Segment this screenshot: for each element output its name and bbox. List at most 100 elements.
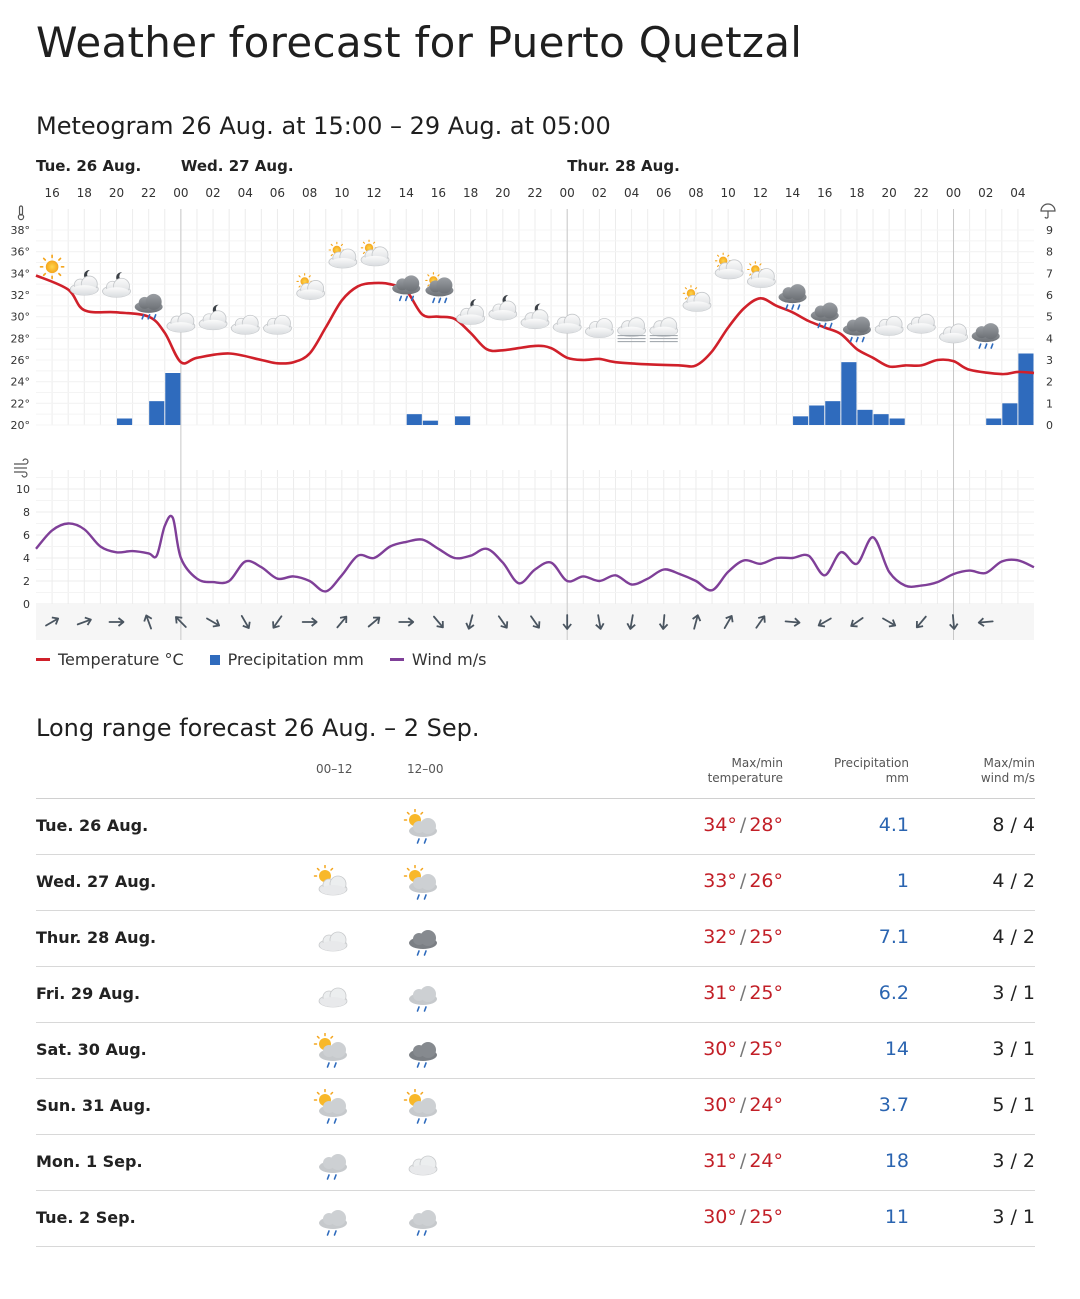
wind-direction-arrow [175,616,187,628]
min-temp: 24° [749,1150,783,1172]
hour-tick-label: 08 [688,186,703,200]
precip-tick-label: 6 [1046,289,1053,302]
table-row: Tue. 2 Sep. 30°/25° 11 3 / 1 [36,1191,1035,1247]
wind-tick-label: 4 [23,552,30,565]
row-precipitation: 6.2 [878,982,909,1004]
precipitation-bar [1018,353,1034,425]
dark-cloud-icon [778,284,807,304]
moon-cloud-icon [456,299,486,325]
sun-cloud-icon [746,261,776,288]
temp-tick-label: 20° [11,419,31,432]
row-day: Tue. 2 Sep. [36,1208,136,1227]
row-precipitation: 4.1 [878,814,909,836]
hour-tick-label: 08 [302,186,317,200]
wind-icon [14,458,29,478]
sun-rain-icon [402,1088,442,1125]
cloud-icon [360,246,390,267]
wind-direction-arrow [45,616,60,627]
min-temp: 25° [749,926,783,948]
precipitation-bar [841,362,857,425]
precipitation-bar [793,416,809,425]
precipitation-bar [986,418,1002,425]
min-temp: 25° [749,982,783,1004]
hour-tick-label: 22 [141,186,156,200]
row-wind: 3 / 1 [992,1038,1035,1060]
sun-rain-icon [312,1032,352,1069]
wind-tick-label: 8 [23,506,30,519]
day-label: Thur. 28 Aug. [567,157,680,175]
legend-precipitation: Precipitation mm [209,650,364,669]
temp-tick-label: 22° [11,397,31,410]
row-wind: 8 / 4 [992,814,1035,836]
long-range-table: 00–12 12–00 Max/min temperature Precipita… [36,752,1035,1247]
wind-tick-label: 2 [23,575,30,588]
hour-tick-label: 02 [205,186,220,200]
wind-direction-arrow [206,617,221,628]
hour-tick-label: 16 [431,186,446,200]
wind-direction-arrow [949,614,959,630]
rain-dark-icon [402,921,442,957]
precipitation-bar [455,416,471,425]
cloud-icon [456,304,486,325]
row-wind: 5 / 1 [992,1094,1035,1116]
precipitation-bar [873,414,889,425]
legend-wind: Wind m/s [389,650,486,669]
moon-cloud-icon [488,294,518,321]
precip-tick-label: 9 [1046,224,1053,237]
max-temp: 30° [703,1206,737,1228]
hour-tick-label: 06 [656,186,671,200]
dark-cloud-icon [392,275,421,295]
header-temperature: Max/min temperature [707,756,783,785]
row-day: Tue. 26 Aug. [36,816,149,835]
row-temperature: 34°/28° [703,814,783,836]
cloud-icon [166,312,196,333]
hour-tick-label: 22 [527,186,542,200]
hour-tick-label: 04 [238,186,253,200]
header-wind: Max/min wind m/s [980,756,1035,785]
cloud-icon [746,268,776,288]
row-temperature: 31°/24° [703,1150,783,1172]
row-temperature: 30°/25° [703,1206,783,1228]
legend-precipitation-label: Precipitation mm [227,650,364,669]
row-temperature: 31°/25° [703,982,783,1004]
wind-direction-arrow [882,617,897,628]
temp-tick-label: 32° [11,289,31,302]
cloud-icon [166,312,196,333]
row-temperature: 30°/25° [703,1038,783,1060]
row-temperature: 32°/25° [703,926,783,948]
cloud-icon [520,309,550,330]
legend-temperature: Temperature °C [36,650,184,669]
wind-direction-arrow [530,615,541,629]
wind-direction-arrow [915,615,927,629]
hour-tick-label: 18 [77,186,92,200]
cloud-icon [312,921,352,957]
cloud-icon [939,323,969,344]
precipitation-bar [889,418,905,425]
precipitation-bar [857,409,873,425]
cloud-icon [230,314,260,335]
cloud-icon [402,1145,442,1181]
moon-cloud-icon [198,304,228,331]
row-day: Thur. 28 Aug. [36,928,157,947]
moon-cloud-icon [101,272,131,298]
table-header: 00–12 12–00 Max/min temperature Precipita… [36,752,1035,799]
hour-tick-label: 00 [560,186,575,200]
wind-direction-arrow [692,614,702,630]
temp-tick-label: 34° [11,267,31,280]
dark-cloud-icon [971,323,1000,343]
wind-tick-label: 10 [16,483,30,496]
cloud-icon [488,300,518,321]
sun-cloud-icon [328,241,358,269]
temp-tick-label: 36° [11,246,31,259]
precip-tick-label: 0 [1046,419,1053,432]
row-precipitation: 1 [896,870,909,892]
row-precipitation: 18 [884,1150,909,1172]
min-temp: 25° [749,1206,783,1228]
legend-temperature-label: Temperature °C [58,650,184,669]
sun-cloud-icon [312,864,352,901]
max-temp: 32° [703,926,737,948]
wind-direction-arrow [465,614,475,630]
cloud-icon [584,318,614,338]
table-row: Fri. 29 Aug. 31°/25° 6.2 3 / 1 [36,967,1035,1023]
sun-cloud-icon [682,285,712,312]
